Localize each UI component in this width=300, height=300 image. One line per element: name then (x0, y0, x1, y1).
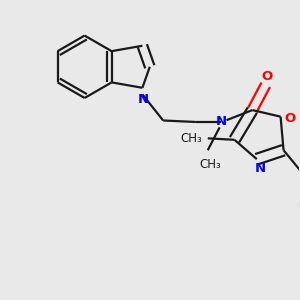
Text: N: N (137, 93, 148, 106)
Text: N: N (255, 162, 266, 175)
Text: CH₃: CH₃ (200, 158, 222, 171)
Text: CH₃: CH₃ (181, 132, 202, 145)
Text: N: N (216, 116, 227, 128)
Text: O: O (284, 112, 296, 124)
Text: O: O (262, 70, 273, 83)
